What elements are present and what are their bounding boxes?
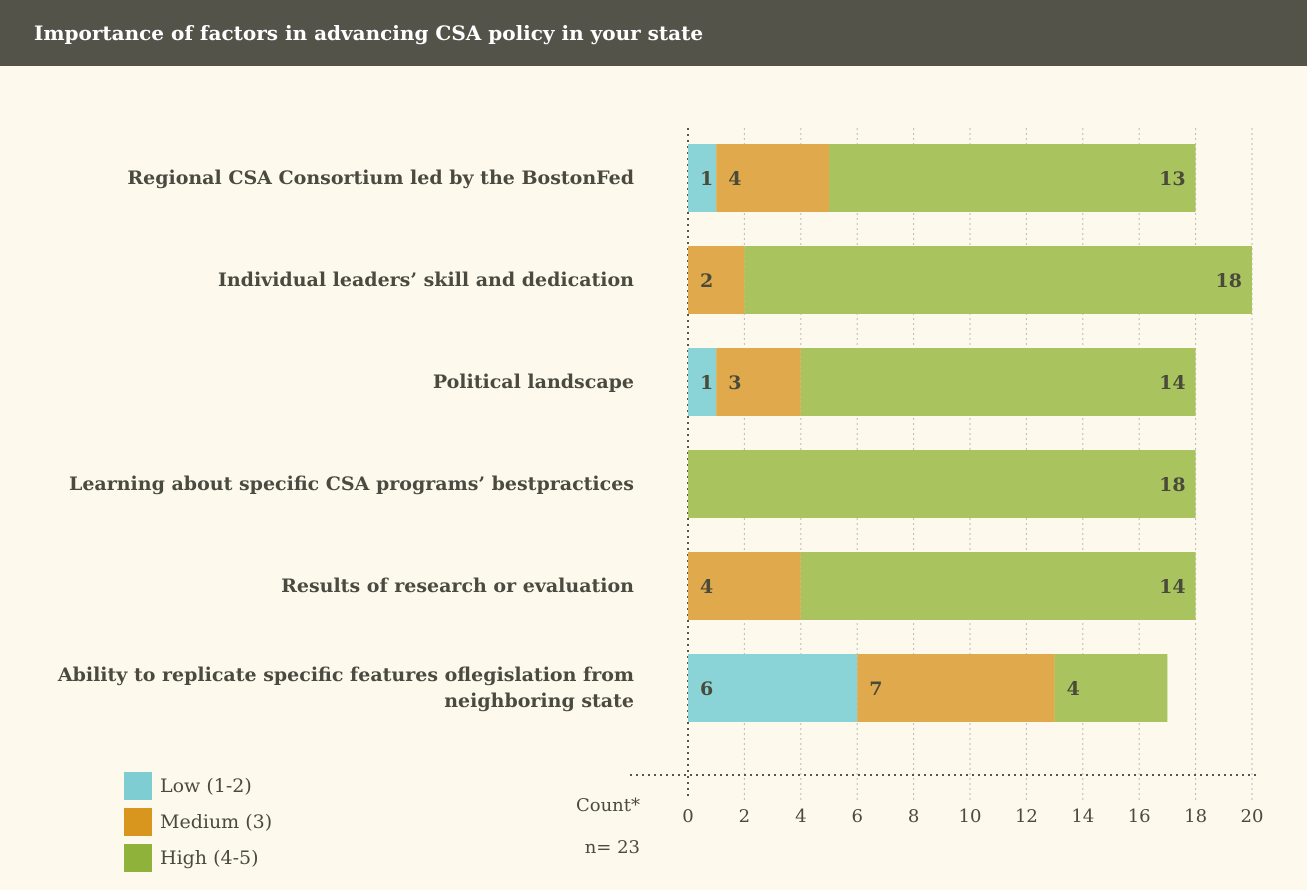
data-label: 4 [700,576,713,598]
category-label: Ability to replicate specific features o… [57,664,634,712]
data-label: 2 [700,270,713,292]
bar-segment [857,654,1055,722]
data-label: 14 [1159,576,1185,598]
x-tick-label: 6 [851,806,862,827]
legend-label: Medium (3) [160,811,272,833]
x-tick-label: 12 [1015,806,1038,827]
bar-segment [829,144,1196,212]
x-tick-label: 20 [1241,806,1264,827]
bar-segment [688,246,745,314]
bar-segment [688,450,1196,518]
note: n= 23 [585,837,640,858]
x-tick-label: 8 [908,806,919,827]
data-label: 18 [1159,474,1185,496]
bar-segment [800,348,1196,416]
bar-segment [688,654,858,722]
bar-segment [688,348,717,416]
data-label: 6 [700,678,713,700]
bar-segment [800,552,1196,620]
data-label: 14 [1159,372,1185,394]
category-label: Results of research or evaluation [281,575,634,597]
x-axis-label: Count* [576,795,640,816]
data-label: 7 [869,678,882,700]
x-tick-label: 16 [1128,806,1151,827]
x-tick-label: 4 [795,806,806,827]
legend-label: Low (1-2) [160,775,252,797]
category-label: Learning about specific CSA programs’ be… [68,473,634,495]
data-label: 1 [700,168,713,190]
x-tick-label: 18 [1184,806,1207,827]
bar-segment [716,144,829,212]
bar-segment [744,246,1252,314]
bar-segment [1054,654,1168,722]
bar-segment [716,348,801,416]
category-label: Individual leaders’ skill and dedication [217,269,634,291]
x-tick-label: 0 [682,806,693,827]
legend-swatch [124,844,152,872]
bar-segment [688,144,717,212]
legend-swatch [124,808,152,836]
data-label: 4 [728,168,741,190]
data-label: 18 [1216,270,1242,292]
data-label: 1 [700,372,713,394]
x-tick-label: 10 [959,806,982,827]
chart-title: Importance of factors in advancing CSA p… [0,0,1307,66]
category-label: Political landscape [432,371,634,393]
bar-segment [688,552,801,620]
data-label: 3 [728,372,741,394]
legend-label: High (4-5) [160,847,259,869]
data-label: 13 [1159,168,1185,190]
category-label: Regional CSA Consortium led by the Bosto… [127,167,634,189]
legend-swatch [124,772,152,800]
x-tick-label: 14 [1071,806,1094,827]
data-label: 4 [1067,678,1080,700]
x-tick-label: 2 [739,806,750,827]
